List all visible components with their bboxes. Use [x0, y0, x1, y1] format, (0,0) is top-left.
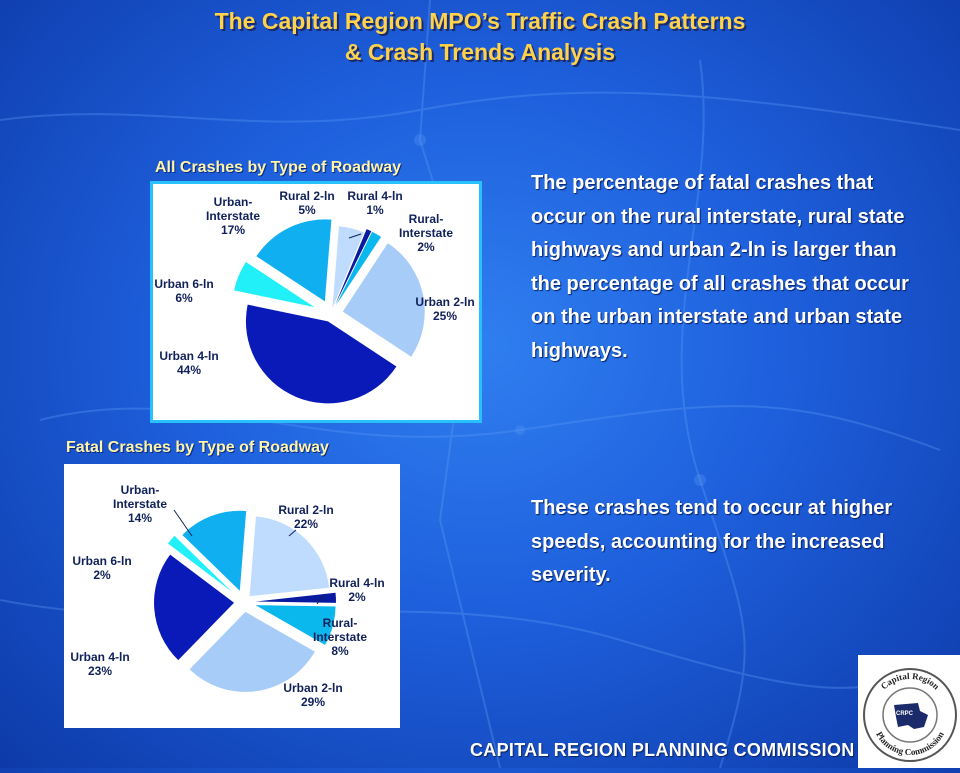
fatal-crashes-pie-chart: Rural 2-ln 22% Rural 4-ln 2% Rural-Interstat… — [64, 464, 400, 728]
pie-slice-rural-4ln — [255, 592, 336, 603]
slice-label-rural-interstate: Rural-Interstate 8% — [313, 616, 367, 658]
pie-slice-urban-2ln — [189, 611, 315, 692]
paragraph-higher-speeds: These crashes tend to occur at higher sp… — [531, 497, 893, 586]
slice-label-urban-4ln: Urban 4-ln 44% — [159, 349, 218, 377]
pie-slice-urban-interstate — [256, 219, 332, 302]
crpc-seal-icon: Capital Region Planning Commission CRPC — [863, 668, 957, 762]
slice-label-rural-2ln: Rural 2-ln 22% — [278, 503, 333, 531]
all-crashes-pie-svg: Rural 2-ln 5% Rural 4-ln 1%Rural-Interstate… — [154, 189, 475, 404]
pie-slice-rural-4ln — [335, 229, 372, 305]
all-crashes-pie-chart: Rural 2-ln 5% Rural 4-ln 1% Rural-Interstate… — [150, 181, 482, 423]
pie-slice-rural-2ln — [249, 516, 330, 597]
pie-slice-urban-6ln — [167, 535, 232, 592]
leader-line-rural-interstate — [348, 233, 362, 239]
pie-slice-urban-2ln — [342, 243, 425, 357]
pie-slice-rural-interstate — [335, 231, 382, 306]
slice-label-urban-interstate: Urban-Interstate 14% — [113, 483, 167, 525]
slice-label-urban-2ln: Urban 2-ln 29% — [283, 681, 342, 709]
slice-label-urban-interstate: Urban-Interstate 17% — [206, 195, 260, 237]
slice-label-rural-interstate: Rural-Interstate 2% — [399, 212, 453, 254]
leader-line-rural-2ln — [288, 529, 297, 537]
slice-label-rural-2ln: Rural 2-ln 5% — [279, 189, 334, 217]
slice-label-urban-6ln: Urban 6-ln 6% — [154, 277, 213, 305]
slice-label-urban-2ln: Urban 2-ln 25% — [415, 295, 474, 323]
paragraph-fatal-percentage: The percentage of fatal crashes that occ… — [531, 172, 909, 362]
leader-line-urban-interstate — [173, 509, 193, 537]
chart2-title: Fatal Crashes by Type of Roadway — [66, 439, 329, 456]
pie-slice-urban-interstate — [182, 510, 247, 591]
pie-slice-urban-6ln — [234, 261, 315, 308]
slice-label-urban-4ln: Urban 4-ln 23% — [70, 650, 129, 678]
slice-label-urban-6ln: Urban 6-ln 2% — [72, 554, 131, 582]
chart1-title: All Crashes by Type of Roadway — [155, 159, 401, 176]
slide-title-line2: & Crash Trends Analysis — [344, 39, 616, 65]
slice-label-rural-4ln: Rural 4-ln 2% — [329, 576, 384, 604]
logo-initials: CRPC — [896, 711, 914, 717]
slide-title: The Capital Region MPO’s Traffic Crash P… — [0, 6, 960, 68]
footer-organization: CAPITAL REGION PLANNING COMMISSION — [470, 740, 855, 760]
slice-label-rural-4ln: Rural 4-ln 1% — [347, 189, 402, 217]
pie-slice-rural-2ln — [332, 226, 364, 309]
pie-slice-urban-4ln — [245, 304, 397, 404]
crpc-logo: Capital Region Planning Commission CRPC — [858, 655, 960, 768]
leader-line-rural-4ln — [316, 593, 325, 605]
slide-title-line1: The Capital Region MPO’s Traffic Crash P… — [214, 8, 746, 34]
pie-slice-rural-interstate — [255, 605, 336, 645]
fatal-crashes-pie-svg: Rural 2-ln 22% Rural 4-ln 2% Rural-Interstat… — [70, 483, 384, 709]
pie-slice-urban-4ln — [154, 554, 235, 661]
